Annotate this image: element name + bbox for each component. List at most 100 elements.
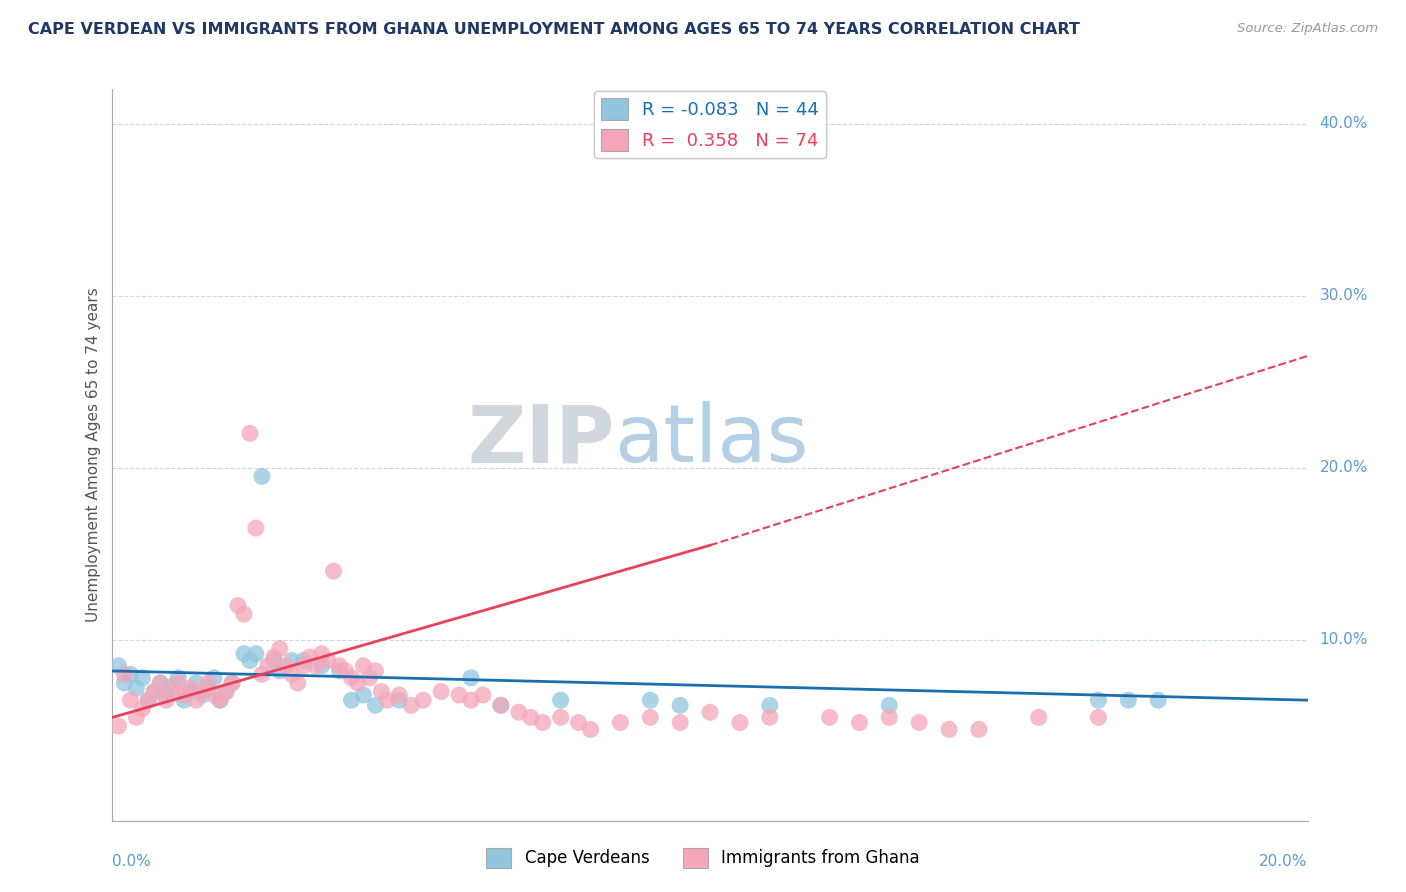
Point xyxy=(508,705,530,719)
Point xyxy=(359,671,381,685)
Point xyxy=(125,681,148,695)
Point xyxy=(1087,693,1109,707)
Point xyxy=(208,693,231,707)
Text: 30.0%: 30.0% xyxy=(1319,288,1368,303)
Point xyxy=(232,647,256,661)
Point xyxy=(269,664,291,678)
Point xyxy=(269,641,291,656)
Point xyxy=(550,710,572,724)
Point xyxy=(287,676,309,690)
Point xyxy=(818,710,841,724)
Point xyxy=(328,658,352,673)
Point xyxy=(298,650,321,665)
Point xyxy=(877,710,901,724)
Text: Source: ZipAtlas.com: Source: ZipAtlas.com xyxy=(1237,22,1378,36)
Point xyxy=(215,684,238,698)
Point xyxy=(472,688,495,702)
Point xyxy=(202,671,225,685)
Point xyxy=(638,693,662,707)
Point xyxy=(848,715,870,730)
Point xyxy=(292,658,315,673)
Point xyxy=(245,647,267,661)
Point xyxy=(162,680,183,694)
Point xyxy=(377,693,399,707)
Point xyxy=(191,688,214,702)
Point xyxy=(179,681,201,695)
Point xyxy=(120,693,142,707)
Text: 40.0%: 40.0% xyxy=(1319,116,1368,131)
Point xyxy=(155,693,177,707)
Point xyxy=(967,723,990,737)
Point xyxy=(669,698,692,713)
Point xyxy=(352,658,374,673)
Point xyxy=(346,676,368,690)
Point xyxy=(221,676,243,690)
Text: CAPE VERDEAN VS IMMIGRANTS FROM GHANA UNEMPLOYMENT AMONG AGES 65 TO 74 YEARS COR: CAPE VERDEAN VS IMMIGRANTS FROM GHANA UN… xyxy=(28,22,1080,37)
Point xyxy=(125,710,148,724)
Point xyxy=(531,715,554,730)
Point xyxy=(173,688,195,702)
Point xyxy=(179,684,201,698)
Text: 20.0%: 20.0% xyxy=(1319,460,1368,475)
Point xyxy=(173,693,195,707)
Point xyxy=(1087,710,1109,724)
Point xyxy=(263,654,285,668)
Point xyxy=(197,676,219,690)
Point xyxy=(226,599,249,613)
Point xyxy=(120,667,142,681)
Point xyxy=(388,693,411,707)
Point xyxy=(340,671,363,685)
Point xyxy=(567,715,591,730)
Point xyxy=(447,688,470,702)
Point xyxy=(328,664,352,678)
Point xyxy=(131,671,153,685)
Point xyxy=(114,676,135,690)
Legend: Cape Verdeans, Immigrants from Ghana: Cape Verdeans, Immigrants from Ghana xyxy=(479,841,927,875)
Point xyxy=(489,698,512,713)
Point xyxy=(311,647,333,661)
Point xyxy=(191,684,214,698)
Point xyxy=(430,684,453,698)
Point xyxy=(257,658,280,673)
Point xyxy=(208,693,231,707)
Point xyxy=(114,667,135,681)
Point xyxy=(460,693,482,707)
Point xyxy=(1118,693,1140,707)
Point xyxy=(167,676,190,690)
Point xyxy=(138,693,160,707)
Point xyxy=(232,607,256,621)
Point xyxy=(221,676,243,690)
Point xyxy=(412,693,434,707)
Point xyxy=(669,715,692,730)
Point xyxy=(550,693,572,707)
Point xyxy=(107,658,129,673)
Point xyxy=(292,654,315,668)
Point xyxy=(274,658,297,673)
Point xyxy=(370,684,392,698)
Point xyxy=(143,684,166,698)
Point xyxy=(638,710,662,724)
Text: ZIP: ZIP xyxy=(467,401,614,479)
Point xyxy=(728,715,751,730)
Point xyxy=(155,688,177,702)
Point xyxy=(489,698,512,713)
Point xyxy=(1028,710,1050,724)
Point xyxy=(131,702,153,716)
Point xyxy=(239,426,262,441)
Point xyxy=(401,698,423,713)
Point xyxy=(316,654,339,668)
Point xyxy=(215,684,238,698)
Point xyxy=(759,710,782,724)
Point xyxy=(304,658,326,673)
Point xyxy=(197,681,219,695)
Point xyxy=(250,469,273,483)
Text: 10.0%: 10.0% xyxy=(1319,632,1368,648)
Point xyxy=(202,688,225,702)
Text: atlas: atlas xyxy=(614,401,808,479)
Point xyxy=(186,693,208,707)
Point xyxy=(149,676,172,690)
Point xyxy=(877,698,901,713)
Point xyxy=(263,650,285,665)
Point xyxy=(245,521,267,535)
Point xyxy=(364,698,387,713)
